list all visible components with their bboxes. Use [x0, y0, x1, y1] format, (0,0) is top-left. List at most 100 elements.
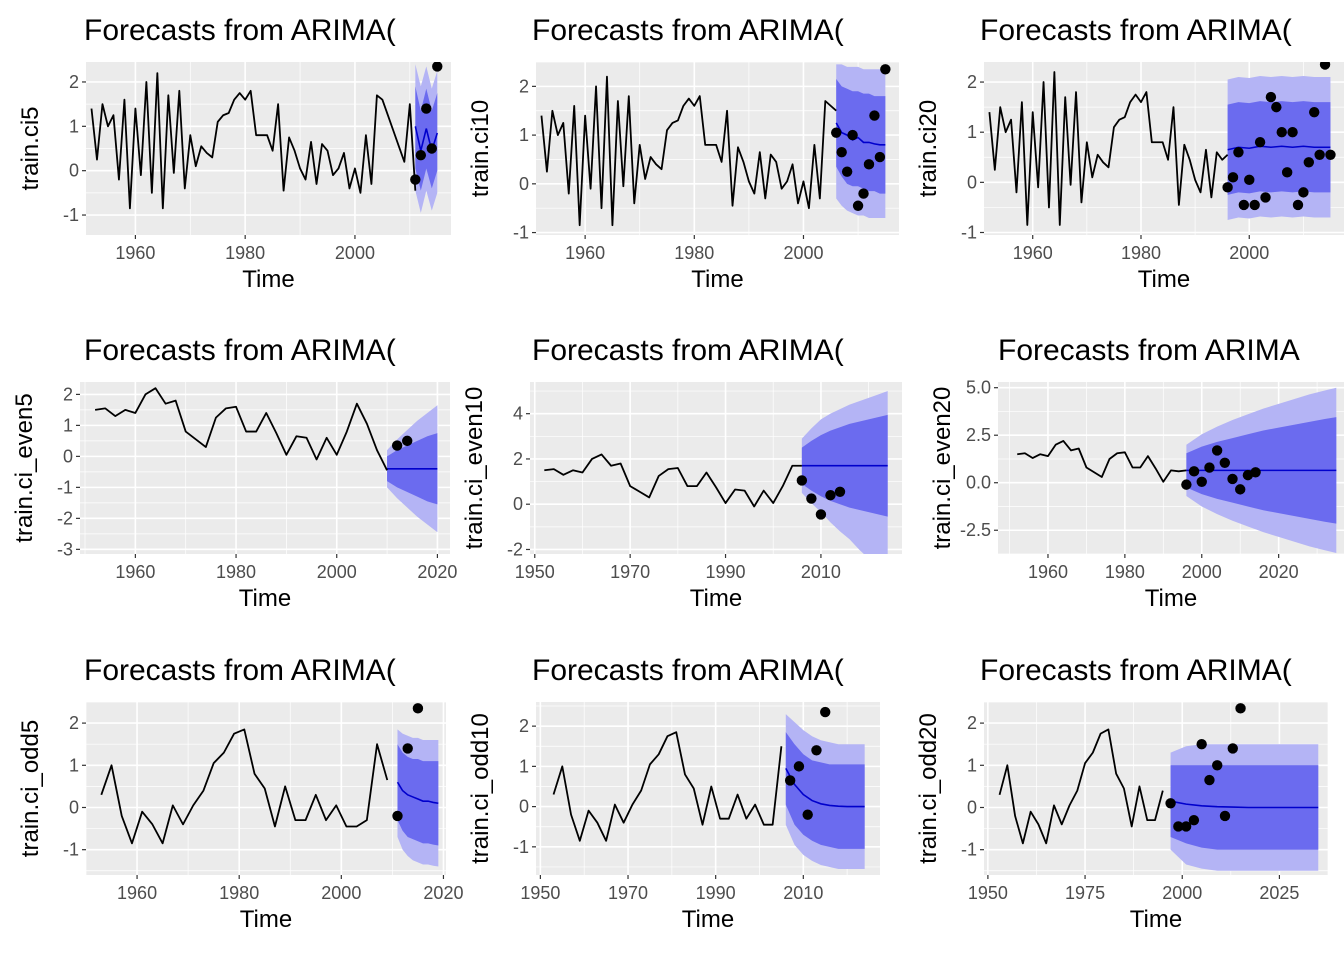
observed-point: [1235, 484, 1246, 495]
observed-point: [815, 509, 827, 520]
observed-point: [863, 159, 875, 170]
series-line: [552, 731, 783, 842]
forecast-mean-line: [1170, 800, 1319, 809]
x-axis-label: Time: [1138, 266, 1190, 293]
x-tick-label: 1980: [1121, 243, 1161, 263]
chart-panel-5: -2 0 2 4 1950 1970 1990 2010 Time train.ci_even10…: [461, 334, 902, 612]
y-tick-label: -2.5: [960, 520, 991, 540]
observed-point: [410, 174, 421, 185]
x-tick-label: 1950: [520, 883, 560, 903]
observed-point: [1227, 172, 1239, 183]
observed-point: [1219, 457, 1231, 468]
y-axis-label: train.ci_odd10: [467, 713, 494, 864]
x-axis-label: Time: [1145, 585, 1197, 612]
observed-point: [880, 64, 891, 75]
observed-point: [1188, 814, 1200, 826]
observed-point: [820, 706, 831, 718]
chart-panel-8: -1 0 1 2 1950 1970 1990 2010 Time train.ci_odd10 F…: [467, 654, 880, 933]
observed-point: [1212, 760, 1223, 771]
series-line: [540, 75, 837, 227]
chart-title: Forecasts from ARIMA(: [980, 14, 1292, 47]
chart-panel-2: -1 0 1 2 1960 1980 2000 Time train.ci10 Forecasts…: [467, 14, 899, 293]
y-tick-label: 1: [69, 116, 79, 136]
y-tick-label: 4: [513, 404, 523, 424]
observed-point: [806, 493, 817, 504]
observed-point: [392, 810, 403, 822]
observed-point: [1292, 199, 1304, 211]
y-tick-label: -1: [513, 837, 529, 857]
y-tick-label: 2: [967, 713, 977, 733]
plot-marks: [998, 703, 1319, 871]
chart-title: Forecasts from ARIMA(: [980, 654, 1292, 687]
observed-point: [391, 440, 403, 451]
forecast-mean-line: [785, 768, 865, 808]
x-axis-label: Time: [240, 906, 292, 933]
observed-point: [1233, 147, 1244, 158]
x-tick-label: 2000: [1162, 883, 1202, 903]
x-tick-label: 1990: [696, 883, 736, 903]
x-tick-label: 1980: [216, 562, 256, 582]
y-tick-label: 0: [519, 797, 529, 817]
x-axis-label: Time: [242, 266, 294, 293]
observed-point: [831, 127, 842, 138]
chart-panel-4: -3 -2 -1 0 1 2 1960 1980 2000 2020 Time train.ci_ev…: [11, 334, 457, 612]
y-tick-label: -3: [57, 539, 73, 559]
x-axis-label: Time: [682, 906, 734, 933]
prediction-band-80: [415, 86, 438, 191]
chart-title: Forecasts from ARIMA(: [532, 654, 844, 687]
x-tick-label: 2025: [1259, 883, 1299, 903]
x-tick-label: 2020: [423, 883, 463, 903]
chart-title: Forecasts from ARIMA(: [84, 334, 396, 367]
chart-title: Forecasts from ARIMA(: [532, 334, 844, 367]
chart-title: Forecasts from ARIMA(: [84, 14, 396, 47]
y-tick-label: 2: [69, 713, 79, 733]
y-tick-label: -2: [507, 539, 523, 559]
x-tick-label: 1975: [1065, 883, 1105, 903]
plot-background: [86, 702, 446, 875]
y-tick-label: -1: [63, 205, 79, 225]
prediction-band-80: [1227, 101, 1331, 195]
y-tick-label: -1: [513, 223, 529, 243]
observed-point: [1227, 473, 1238, 485]
x-tick-label: 2000: [317, 562, 357, 582]
x-tick-label: 1960: [565, 243, 605, 263]
y-tick-label: 0: [513, 494, 523, 514]
forecast-mean-line: [396, 781, 439, 805]
observed-point: [1219, 810, 1231, 822]
plot-marks: [540, 64, 891, 227]
y-tick-label: -1: [57, 477, 73, 497]
observed-point: [841, 166, 853, 177]
forecast-mean-line: [835, 122, 886, 146]
y-tick-label: 2: [967, 72, 977, 92]
prediction-band-80: [785, 732, 865, 849]
observed-point: [1260, 192, 1271, 203]
observed-point: [811, 745, 822, 756]
y-tick-label: -1: [961, 222, 977, 242]
x-tick-label: 2000: [1182, 562, 1222, 582]
series-line: [94, 387, 388, 471]
x-tick-label: 1980: [225, 243, 265, 263]
x-tick-label: 2020: [417, 562, 457, 582]
y-tick-label: 5.0: [966, 378, 991, 398]
observed-point: [1196, 738, 1207, 750]
chart-panel-6: -2.5 0.0 2.5 5.0 1960 1980 2000 2020 Time train.c…: [929, 334, 1344, 612]
y-axis-label: train.ci5: [17, 106, 44, 190]
observed-point: [1319, 62, 1331, 70]
observed-point: [1314, 149, 1325, 160]
observed-point: [1196, 476, 1207, 487]
observed-point: [1287, 127, 1298, 138]
x-tick-label: 1970: [608, 883, 648, 903]
y-tick-label: 1: [519, 125, 529, 145]
x-tick-label: 2010: [801, 562, 841, 582]
observed-point: [1298, 187, 1309, 198]
observed-point: [1222, 182, 1233, 193]
prediction-band-80: [836, 79, 886, 194]
observed-point: [402, 743, 413, 754]
observed-point: [825, 489, 836, 501]
observed-point: [1271, 101, 1282, 113]
y-axis-label: train.ci_even10: [461, 387, 488, 550]
chart-title: Forecasts from ARIMA(: [532, 14, 844, 47]
observed-point: [1227, 743, 1238, 754]
observed-point: [847, 129, 858, 141]
x-axis-label: Time: [1130, 906, 1182, 933]
